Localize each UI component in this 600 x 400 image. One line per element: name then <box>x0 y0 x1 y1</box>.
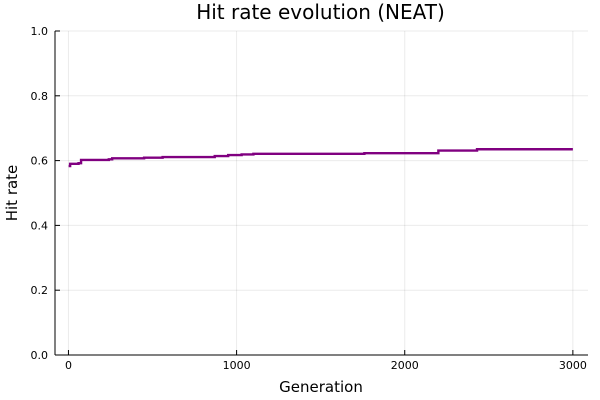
x-tick-label: 1000 <box>223 359 251 372</box>
y-tick-label: 0.8 <box>31 90 49 103</box>
y-tick-label: 0.4 <box>31 219 49 232</box>
series-line <box>68 148 573 168</box>
y-tick-label: 0.2 <box>31 284 49 297</box>
y-tick-label: 0.0 <box>31 349 49 362</box>
x-tick-label: 0 <box>65 359 72 372</box>
axes <box>54 30 588 356</box>
grid <box>55 30 588 356</box>
tick-labels: 0 1000 2000 3000 0.0 0.2 0.4 0.6 0.8 1.0 <box>31 25 587 372</box>
chart-title: Hit rate evolution (NEAT) <box>196 0 445 24</box>
x-tick-label: 2000 <box>391 359 419 372</box>
x-tick-label: 3000 <box>559 359 587 372</box>
series-layer <box>68 148 573 168</box>
y-axis-label: Hit rate <box>3 165 21 222</box>
x-axis-label: Generation <box>279 378 363 396</box>
y-tick-label: 1.0 <box>31 25 49 38</box>
y-tick-label: 0.6 <box>31 155 49 168</box>
